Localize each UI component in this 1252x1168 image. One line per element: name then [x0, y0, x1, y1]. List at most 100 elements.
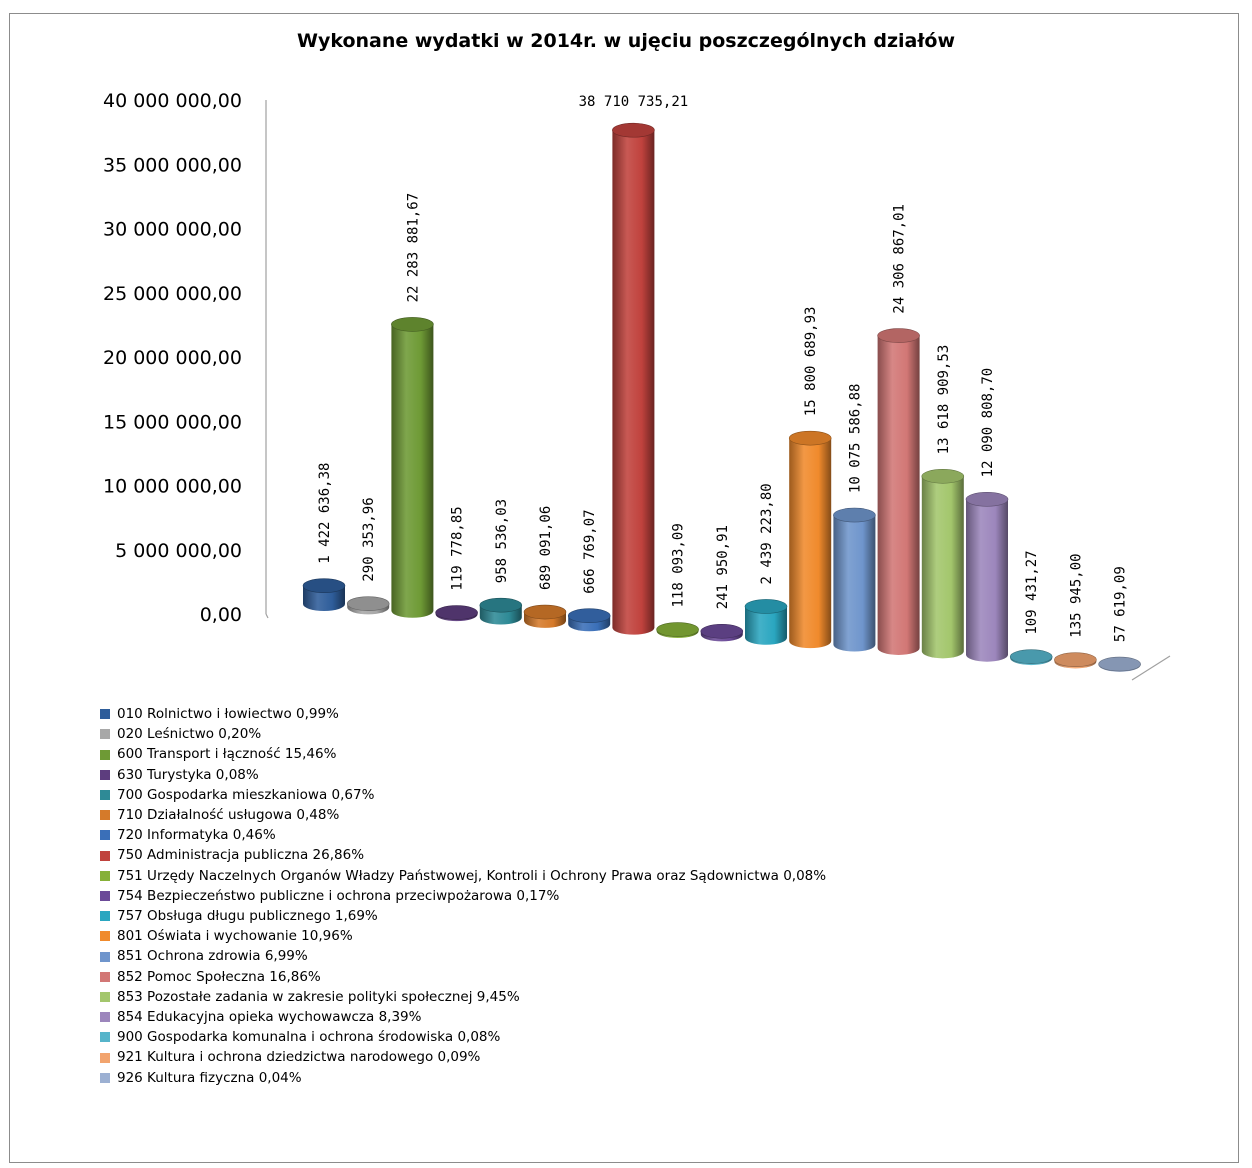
bar-cap	[1098, 656, 1141, 672]
legend-swatch	[100, 789, 110, 800]
bar	[1054, 652, 1097, 669]
bar-cap	[479, 597, 523, 613]
bar	[435, 605, 478, 622]
bar	[965, 492, 1009, 662]
legend-swatch	[100, 971, 110, 982]
legend-item: 921 Kultura i ochrona dziedzictwa narodo…	[100, 1047, 826, 1067]
data-label: 10 075 586,88	[847, 384, 863, 494]
data-label: 689 091,06	[538, 506, 554, 590]
data-label: 290 353,96	[361, 497, 377, 581]
legend-swatch	[100, 830, 110, 841]
legend-label: 900 Gospodarka komunalna i ochrona środo…	[117, 1029, 501, 1046]
bar-body	[789, 438, 832, 649]
bar-cap	[302, 578, 346, 594]
legend-label: 020 Leśnictwo 0,20%	[117, 726, 262, 743]
legend-item: 020 Leśnictwo 0,20%	[100, 724, 826, 744]
bar	[877, 328, 920, 655]
legend-label: 700 Gospodarka mieszkaniowa 0,67%	[117, 786, 375, 803]
bar-cap	[435, 605, 478, 620]
bar	[567, 608, 611, 632]
legend-label: 010 Rolnictwo i łowiectwo 0,99%	[117, 706, 339, 722]
bar	[523, 604, 567, 628]
legend-swatch	[100, 1072, 110, 1083]
bar-cap	[612, 122, 655, 138]
bar-body	[921, 476, 964, 659]
legend-label: 754 Bezpieczeństwo publiczne i ochrona p…	[117, 887, 560, 904]
legend-item: 700 Gospodarka mieszkaniowa 0,67%	[100, 785, 826, 805]
legend-swatch	[100, 749, 110, 760]
bar	[1009, 649, 1053, 666]
legend-item: 757 Obsługa długu publicznego 1,69%	[100, 906, 826, 926]
legend-item: 801 Oświata i wychowanie 10,96%	[100, 926, 826, 946]
data-label: 666 769,07	[582, 509, 598, 593]
legend-item: 010 Rolnictwo i łowiectwo 0,99%	[100, 704, 826, 724]
bar	[788, 430, 832, 649]
bar-body	[391, 324, 434, 618]
y-tick-label: 0,00	[200, 604, 242, 626]
legend-item: 851 Ochrona zdrowia 6,99%	[100, 946, 826, 966]
data-label: 118 093,09	[671, 523, 687, 607]
bar-cap	[877, 328, 920, 343]
bar-cap	[391, 317, 434, 332]
legend-label: 710 Działalność usługowa 0,48%	[117, 807, 340, 824]
legend-item: 754 Bezpieczeństwo publiczne i ochrona p…	[100, 886, 826, 906]
bar-body	[612, 130, 655, 635]
legend-item: 600 Transport i łączność 15,46%	[100, 744, 826, 764]
bar-body	[877, 335, 920, 655]
y-tick-label: 15 000 000,00	[103, 411, 242, 433]
bar	[391, 317, 434, 618]
data-label: 15 800 689,93	[803, 307, 819, 417]
chart-legend: 010 Rolnictwo i łowiectwo 0,99% 020 Leśni…	[100, 704, 826, 1088]
data-label: 57 619,09	[1113, 566, 1129, 642]
floor-edge-right	[1131, 655, 1171, 681]
legend-swatch	[100, 931, 110, 942]
legend-label: 926 Kultura fizyczna 0,04%	[117, 1069, 302, 1086]
data-label: 241 950,91	[715, 525, 731, 609]
data-label: 22 283 881,67	[405, 193, 421, 303]
legend-label: 751 Urzędy Naczelnych Organów Władzy Pań…	[117, 867, 827, 884]
legend-swatch	[100, 911, 110, 922]
legend-label: 853 Pozostałe zadania w zakresie polityk…	[117, 988, 520, 1005]
legend-swatch	[100, 890, 110, 901]
legend-label: 630 Turystyka 0,08%	[117, 766, 259, 783]
bar	[833, 507, 876, 652]
bar-cap	[1054, 652, 1097, 668]
legend-label: 921 Kultura i ochrona dziedzictwa narodo…	[117, 1049, 481, 1066]
bar-cap	[833, 507, 876, 523]
legend-swatch	[100, 1012, 110, 1023]
bar	[302, 578, 346, 611]
legend-swatch	[100, 709, 110, 720]
legend-swatch	[100, 769, 110, 780]
data-label: 1 422 636,38	[317, 463, 333, 564]
chart-title: Wykonane wydatki w 2014r. w ujęciu poszc…	[296, 30, 955, 52]
chart-frame	[9, 13, 1239, 1163]
data-label: 24 306 867,01	[892, 204, 908, 314]
legend-swatch	[100, 1032, 110, 1043]
bar-cap	[567, 608, 611, 624]
data-label: 12 090 808,70	[980, 368, 996, 478]
data-label: 119 778,85	[450, 506, 466, 590]
bar-cap	[656, 622, 699, 637]
legend-item: 926 Kultura fizyczna 0,04%	[100, 1068, 826, 1088]
legend-item: 751 Urzędy Naczelnych Organów Władzy Pań…	[100, 866, 826, 886]
data-label: 38 710 735,21	[579, 94, 689, 110]
bar	[1098, 656, 1141, 672]
legend-label: 750 Administracja publiczna 26,86%	[117, 847, 365, 864]
legend-swatch	[100, 951, 110, 962]
legend-label: 801 Oświata i wychowanie 10,96%	[117, 928, 353, 945]
legend-label: 854 Edukacyjna opieka wychowawcza 8,39%	[117, 1009, 422, 1026]
legend-swatch	[100, 870, 110, 881]
legend-item: 852 Pomoc Społeczna 16,86%	[100, 967, 826, 987]
bar	[479, 597, 523, 625]
bar-body	[833, 515, 876, 652]
data-label: 958 536,03	[494, 499, 510, 583]
legend-label: 720 Informatyka 0,46%	[117, 827, 276, 844]
legend-swatch	[100, 810, 110, 821]
y-tick-label: 30 000 000,00	[103, 219, 242, 241]
legend-swatch	[100, 729, 110, 740]
bar-cap	[1009, 649, 1053, 664]
bar-body	[966, 499, 1008, 662]
bar	[346, 596, 390, 615]
legend-label: 757 Obsługa długu publicznego 1,69%	[117, 908, 378, 925]
bar-body	[745, 606, 787, 645]
